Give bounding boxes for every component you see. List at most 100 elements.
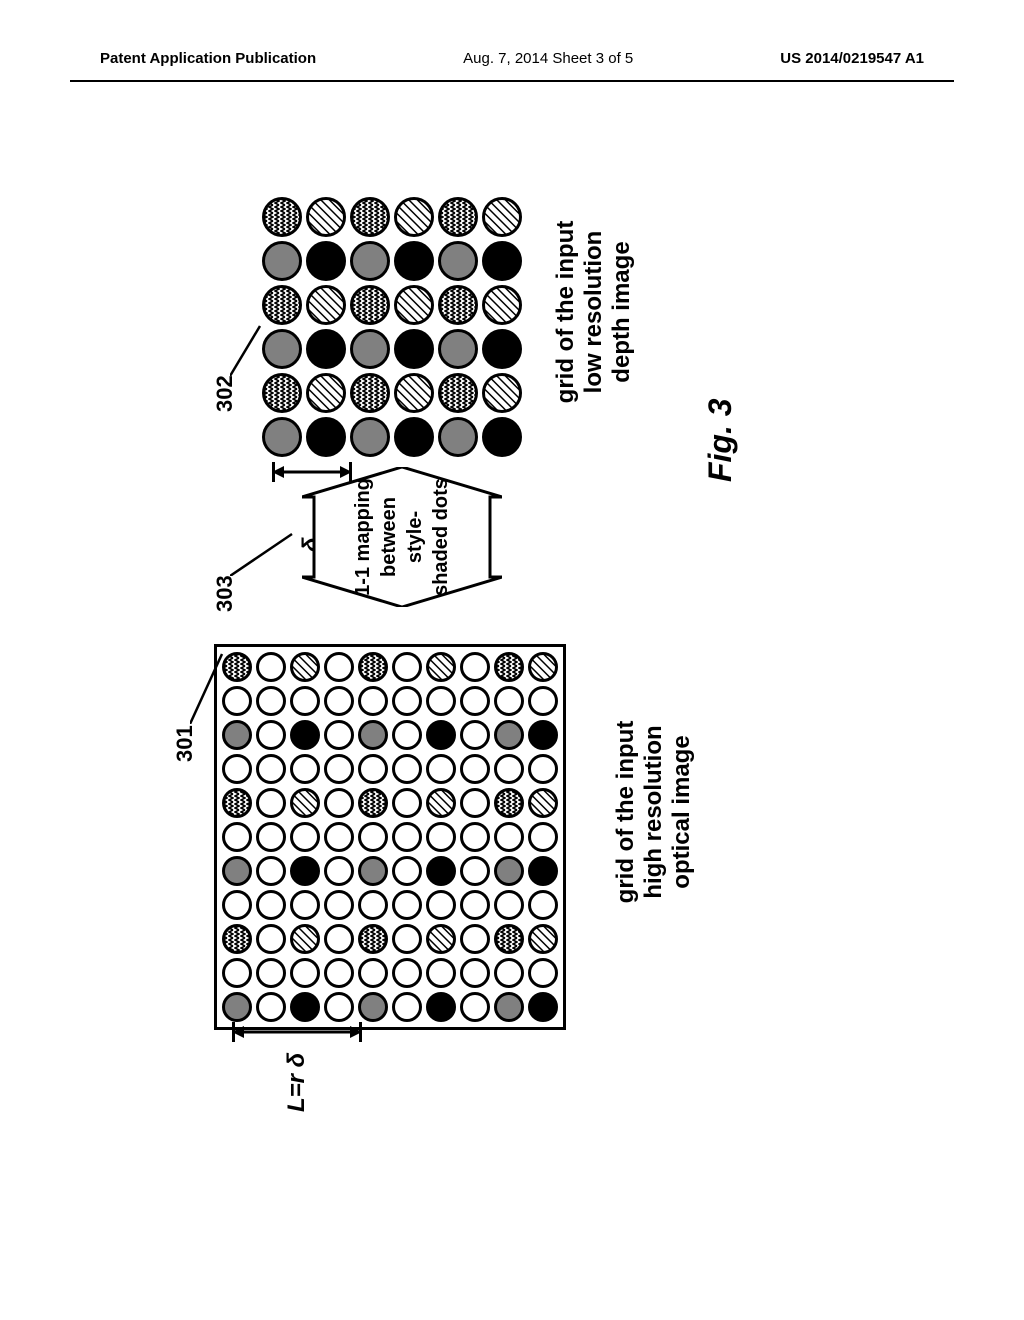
svg-text:1-1 mapping: 1-1 mapping <box>352 478 374 596</box>
dot-white <box>256 754 286 784</box>
dot-white <box>256 856 286 886</box>
dot-black <box>482 417 522 457</box>
dot-white <box>460 822 490 852</box>
dot-gray <box>358 720 388 750</box>
dot-white <box>256 958 286 988</box>
callout-line <box>230 316 275 376</box>
dot-white <box>460 720 490 750</box>
header-right: US 2014/0219547 A1 <box>780 50 924 67</box>
dot-hatch <box>306 197 346 237</box>
dot-black <box>528 992 558 1022</box>
dot-hatch <box>290 788 320 818</box>
svg-text:shaded dots: shaded dots <box>430 478 452 596</box>
dot-zig <box>262 373 302 413</box>
svg-text:between: between <box>378 497 400 577</box>
dot-gray <box>358 856 388 886</box>
grid-row <box>426 652 456 1022</box>
dot-black <box>426 720 456 750</box>
dot-white <box>290 686 320 716</box>
dot-gray <box>262 417 302 457</box>
dot-white <box>460 686 490 716</box>
dot-white <box>256 788 286 818</box>
dot-gray <box>350 241 390 281</box>
dot-white <box>528 890 558 920</box>
dot-white <box>222 754 252 784</box>
dot-white <box>358 686 388 716</box>
dot-hatch <box>528 924 558 954</box>
dot-white <box>392 788 422 818</box>
dot-white <box>290 958 320 988</box>
grid-row <box>358 652 388 1022</box>
dot-white <box>222 822 252 852</box>
dot-gray <box>438 241 478 281</box>
dot-white <box>324 924 354 954</box>
dot-gray <box>438 417 478 457</box>
dot-hatch <box>426 652 456 682</box>
dot-white <box>222 890 252 920</box>
dot-white <box>426 754 456 784</box>
dot-white <box>392 992 422 1022</box>
callout-line <box>230 516 305 576</box>
callout-303: 303 <box>212 575 238 612</box>
dot-white <box>392 958 422 988</box>
svg-text:style-: style- <box>404 511 426 563</box>
dot-hatch <box>290 652 320 682</box>
grid-row <box>482 197 522 457</box>
dot-white <box>392 890 422 920</box>
dot-white <box>460 754 490 784</box>
dot-white <box>256 822 286 852</box>
dot-white <box>528 754 558 784</box>
dot-hatch <box>426 788 456 818</box>
dot-white <box>324 856 354 886</box>
dot-white <box>426 822 456 852</box>
mapping-arrow: 1-1 mappingbetweenstyle-shaded dots <box>302 467 507 607</box>
dot-zig <box>262 197 302 237</box>
dot-white <box>324 720 354 750</box>
dot-hatch <box>426 924 456 954</box>
dot-white <box>392 924 422 954</box>
callout-301: 301 <box>172 725 198 762</box>
dimension-arrow <box>232 1022 362 1042</box>
dot-black <box>426 992 456 1022</box>
dot-black <box>394 329 434 369</box>
dot-white <box>358 890 388 920</box>
dot-gray <box>262 241 302 281</box>
callout-302: 302 <box>212 375 238 412</box>
dot-white <box>494 754 524 784</box>
grid-row <box>460 652 490 1022</box>
dot-white <box>324 686 354 716</box>
dot-white <box>392 720 422 750</box>
dot-white <box>494 822 524 852</box>
dot-white <box>494 686 524 716</box>
dot-hatch <box>394 197 434 237</box>
dot-zig <box>222 924 252 954</box>
dot-white <box>392 754 422 784</box>
dot-white <box>324 652 354 682</box>
dot-black <box>290 992 320 1022</box>
dot-white <box>494 890 524 920</box>
dot-hatch <box>482 285 522 325</box>
dimension-label: L=r δ <box>283 1053 311 1112</box>
dot-hatch <box>306 285 346 325</box>
dot-black <box>306 417 346 457</box>
page-header: Patent Application Publication Aug. 7, 2… <box>0 50 1024 67</box>
dot-white <box>426 686 456 716</box>
dot-black <box>528 856 558 886</box>
dot-zig <box>358 924 388 954</box>
dot-white <box>426 890 456 920</box>
dot-hatch <box>482 373 522 413</box>
callout-line <box>190 644 235 724</box>
dot-white <box>426 958 456 988</box>
dot-black <box>426 856 456 886</box>
dot-white <box>256 652 286 682</box>
dot-zig <box>358 788 388 818</box>
grid-row <box>392 652 422 1022</box>
dot-hatch <box>482 197 522 237</box>
dot-black <box>482 329 522 369</box>
dot-gray <box>222 992 252 1022</box>
dot-hatch <box>290 924 320 954</box>
dot-black <box>306 329 346 369</box>
dot-zig <box>494 652 524 682</box>
dot-white <box>528 822 558 852</box>
dot-zig <box>438 285 478 325</box>
